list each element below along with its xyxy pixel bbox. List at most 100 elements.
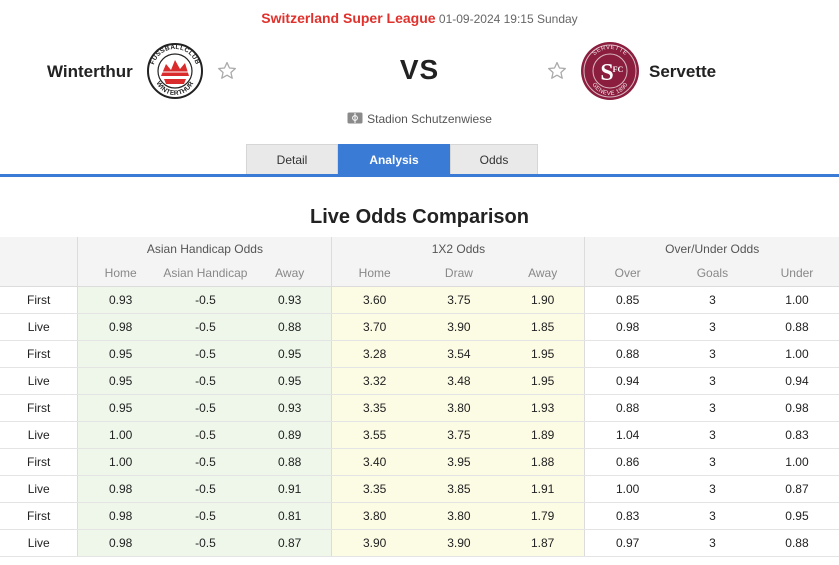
odds-cell: 3	[669, 475, 755, 503]
odds-cell: 3.90	[416, 529, 501, 557]
odds-cell: 1.00	[754, 448, 839, 476]
column-header: Asian Handicap	[162, 261, 248, 287]
odds-cell: -0.5	[162, 475, 248, 503]
table-row[interactable]: Live 0.95 -0.5 0.95 3.32 3.48 1.95 0.94 3 0.94	[0, 367, 839, 395]
odds-cell: 3.32	[331, 367, 417, 395]
odds-cell: 1.95	[500, 367, 585, 395]
odds-cell: 0.94	[754, 367, 839, 395]
table-row[interactable]: Live 0.98 -0.5 0.91 3.35 3.85 1.91 1.00 3 0.87	[0, 475, 839, 503]
table-row[interactable]: First 1.00 -0.5 0.88 3.40 3.95 1.88 0.86 3 1.00	[0, 448, 839, 476]
odds-cell: 3	[669, 340, 755, 368]
odds-cell: 0.94	[584, 367, 670, 395]
odds-cell: 0.98	[77, 502, 163, 530]
vs-label: VS	[399, 54, 440, 85]
home-team-logo[interactable]: FUSSBALLCLUB WINTERTHUR	[144, 42, 206, 100]
odds-cell: 0.88	[754, 529, 839, 557]
table-row[interactable]: First 0.98 -0.5 0.81 3.80 3.80 1.79 0.83 3 0.95	[0, 502, 839, 530]
stadium-icon	[347, 112, 363, 127]
column-header: Draw	[416, 261, 501, 287]
odds-cell: 0.88	[754, 313, 839, 341]
table-row[interactable]: Live 1.00 -0.5 0.89 3.55 3.75 1.89 1.04 3 0.83	[0, 421, 839, 449]
tab-underline	[0, 174, 839, 177]
odds-cell: 0.88	[584, 394, 670, 422]
row-type-label: Live	[0, 313, 79, 341]
column-header: Home	[77, 261, 163, 287]
odds-cell: 0.98	[77, 529, 163, 557]
row-type-label: First	[0, 502, 79, 530]
odds-cell: 3.75	[416, 286, 501, 314]
odds-cell: 1.85	[500, 313, 585, 341]
odds-cell: 0.88	[247, 313, 332, 341]
odds-cell: 0.98	[584, 313, 670, 341]
odds-cell: -0.5	[162, 313, 248, 341]
odds-cell: -0.5	[162, 286, 248, 314]
odds-cell: 1.91	[500, 475, 585, 503]
row-type-label: Live	[0, 421, 79, 449]
away-team-logo[interactable]: SERVETTE GENEVE 1890 S FC	[580, 41, 640, 101]
odds-cell: 1.79	[500, 502, 585, 530]
table-row[interactable]: Live 0.98 -0.5 0.88 3.70 3.90 1.85 0.98 3 0.88	[0, 313, 839, 341]
tab-odds[interactable]: Odds	[450, 144, 538, 175]
odds-cell: 3.60	[331, 286, 417, 314]
odds-cell: 3	[669, 286, 755, 314]
odds-cell: 0.95	[77, 340, 163, 368]
group-header-over-under: Over/Under Odds	[584, 237, 839, 261]
odds-cell: -0.5	[162, 448, 248, 476]
row-type-label: First	[0, 286, 79, 314]
odds-comparison-table: Asian Handicap Odds 1X2 Odds Over/Under …	[0, 237, 839, 557]
tab-bar: Detail Analysis Odds	[246, 144, 538, 175]
corner-cell	[0, 261, 79, 287]
home-team-name[interactable]: Winterthur	[47, 62, 133, 81]
row-type-label: First	[0, 448, 79, 476]
column-header: Away	[500, 261, 585, 287]
odds-cell: 3	[669, 421, 755, 449]
odds-cell: 0.95	[77, 367, 163, 395]
odds-cell: 0.95	[247, 340, 332, 368]
odds-cell: 3.90	[416, 313, 501, 341]
league-name[interactable]: Switzerland Super League	[261, 10, 436, 26]
odds-cell: 3.35	[331, 475, 417, 503]
odds-cell: -0.5	[162, 529, 248, 557]
table-row[interactable]: First 0.93 -0.5 0.93 3.60 3.75 1.90 0.85 3 1.00	[0, 286, 839, 314]
odds-cell: 3.95	[416, 448, 501, 476]
column-header: Under	[754, 261, 839, 287]
match-datetime: 01-09-2024 19:15 Sunday	[438, 12, 578, 26]
odds-cell: 0.93	[247, 286, 332, 314]
odds-cell: 0.87	[247, 529, 332, 557]
odds-cell: 0.88	[584, 340, 670, 368]
table-row[interactable]: Live 0.98 -0.5 0.87 3.90 3.90 1.87 0.97 3 0.88	[0, 529, 839, 557]
tab-detail[interactable]: Detail	[246, 144, 338, 175]
match-header: Switzerland Super League 01-09-2024 19:1…	[0, 10, 839, 26]
odds-cell: 0.97	[584, 529, 670, 557]
odds-table-body: First 0.93 -0.5 0.93 3.60 3.75 1.90 0.85 3 1.00 Li…	[0, 286, 839, 557]
odds-cell: 1.90	[500, 286, 585, 314]
odds-cell: 3.80	[331, 502, 417, 530]
odds-cell: 3.80	[416, 394, 501, 422]
odds-cell: 3.48	[416, 367, 501, 395]
odds-cell: 0.98	[754, 394, 839, 422]
odds-cell: 3	[669, 448, 755, 476]
away-team-name[interactable]: Servette	[649, 62, 717, 81]
corner-cell	[0, 237, 79, 261]
odds-cell: 0.83	[754, 421, 839, 449]
odds-cell: 3	[669, 529, 755, 557]
group-header-row: Asian Handicap Odds 1X2 Odds Over/Under …	[0, 237, 839, 261]
odds-cell: 3	[669, 502, 755, 530]
favorite-away-star-icon[interactable]	[546, 60, 568, 82]
favorite-home-star-icon[interactable]	[216, 60, 238, 82]
tab-analysis[interactable]: Analysis	[338, 144, 450, 175]
column-header: Over	[584, 261, 670, 287]
odds-cell: 0.87	[754, 475, 839, 503]
odds-cell: 0.93	[247, 394, 332, 422]
row-type-label: Live	[0, 475, 79, 503]
table-row[interactable]: First 0.95 -0.5 0.93 3.35 3.80 1.93 0.88 3 0.98	[0, 394, 839, 422]
sub-header-row: Home Asian Handicap Away Home Draw Away …	[0, 261, 839, 287]
odds-cell: 3.80	[416, 502, 501, 530]
odds-cell: 1.04	[584, 421, 670, 449]
venue-line: Stadion Schutzenwiese	[0, 112, 839, 127]
odds-cell: 0.95	[77, 394, 163, 422]
table-row[interactable]: First 0.95 -0.5 0.95 3.28 3.54 1.95 0.88 3 1.00	[0, 340, 839, 368]
odds-cell: 1.00	[754, 286, 839, 314]
odds-cell: -0.5	[162, 340, 248, 368]
odds-cell: 0.83	[584, 502, 670, 530]
